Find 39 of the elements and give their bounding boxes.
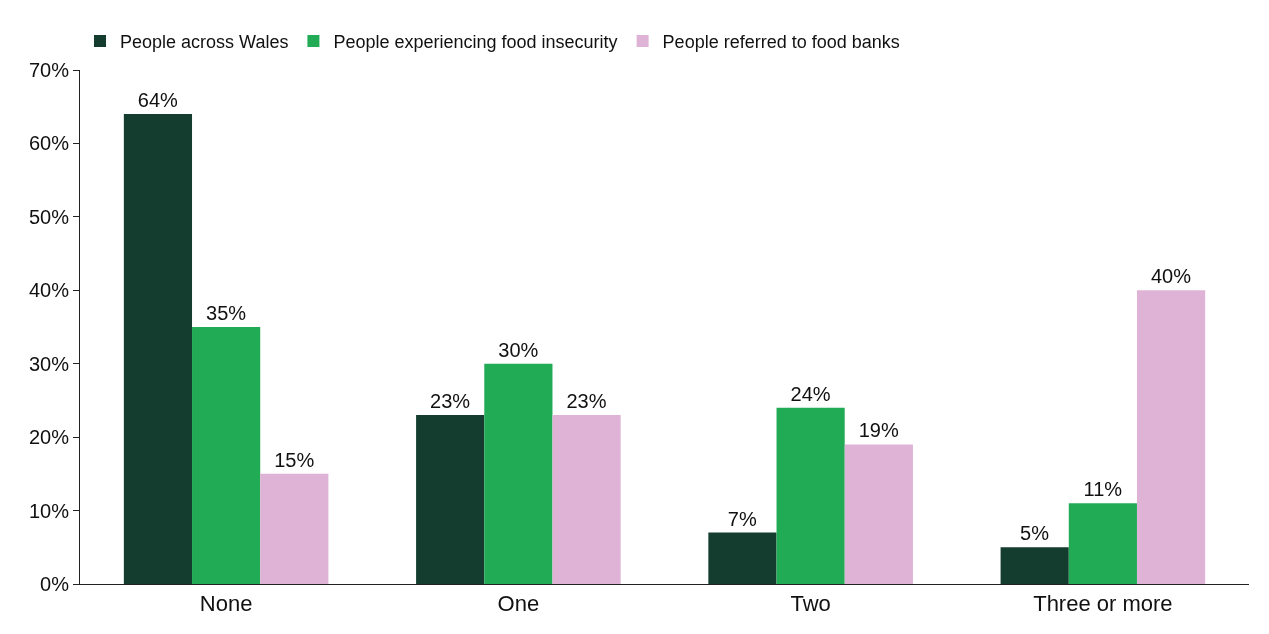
y-tick-label: 30% [28,352,70,375]
data-label: 19% [858,419,899,442]
y-tick-label: 70% [28,59,70,81]
bar [708,532,777,584]
data-label: 64% [137,89,179,112]
data-label: 5% [1020,522,1050,545]
bar [192,327,261,584]
data-label: 24% [790,382,831,405]
bar [260,473,329,584]
y-tick-label: 20% [28,426,70,449]
bar [1068,503,1137,584]
x-tick-label: Two [790,591,831,617]
data-label: 23% [430,390,471,413]
y-tick-label: 0% [40,573,70,595]
data-label: 15% [274,448,315,471]
bar [776,407,845,584]
y-tick-label: 10% [28,499,70,522]
data-label: 30% [498,338,539,361]
data-label: 11% [1083,478,1123,501]
data-label: 7% [727,507,757,530]
bar [844,444,913,584]
y-tick-label: 50% [28,205,70,228]
legend-label: People referred to food banks [662,31,900,52]
bar [1136,290,1206,584]
bar [1000,547,1069,584]
x-tick-label: One [497,591,540,617]
y-tick-label: 40% [28,279,70,302]
legend-label: People experiencing food insecurity [333,31,618,52]
bar [552,415,621,584]
legend-label: People across Wales [120,31,289,52]
x-tick-label: Three or more [1033,591,1173,617]
data-label: 40% [1150,265,1192,288]
x-tick-label: None [199,591,253,617]
data-label: 23% [566,390,607,413]
data-label: 35% [206,302,247,324]
bar [484,363,553,584]
bar [123,114,193,584]
bar [416,415,485,584]
y-tick-label: 60% [28,132,70,155]
